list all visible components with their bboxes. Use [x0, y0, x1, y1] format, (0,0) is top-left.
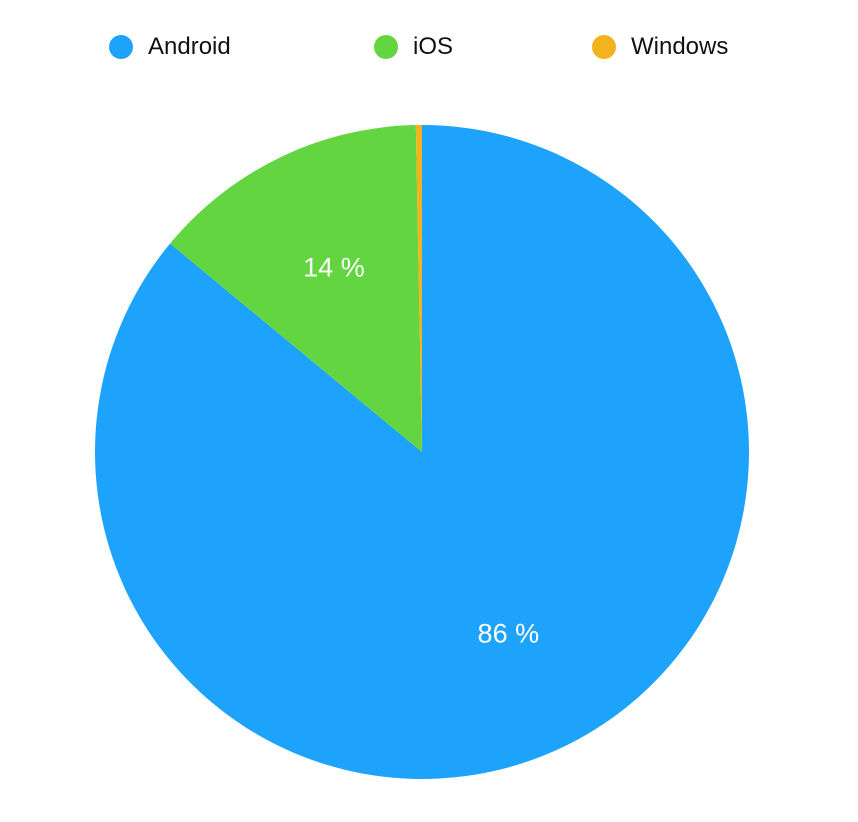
- chart-legend: Android iOS Windows: [0, 0, 858, 96]
- legend-swatch-windows: [592, 35, 616, 59]
- legend-label-ios: iOS: [413, 33, 454, 60]
- legend-item-windows[interactable]: Windows: [592, 33, 728, 61]
- legend-swatch-android: [109, 35, 133, 59]
- pie-slice-labels: 86 % 14 %: [303, 253, 539, 649]
- legend-item-android[interactable]: Android: [109, 33, 231, 61]
- pie-slices: [95, 125, 750, 780]
- pie-slice-android[interactable]: [95, 125, 750, 780]
- legend-label-android: Android: [148, 33, 231, 60]
- slice-label-ios: 14 %: [303, 253, 365, 283]
- pie-slice-ios[interactable]: [170, 125, 422, 452]
- slice-label-android: 86 %: [478, 619, 540, 649]
- legend-label-windows: Windows: [631, 33, 729, 60]
- legend-swatch-ios: [374, 35, 398, 59]
- pie-slice-windows[interactable]: [415, 125, 422, 452]
- legend-item-ios[interactable]: iOS: [374, 33, 453, 61]
